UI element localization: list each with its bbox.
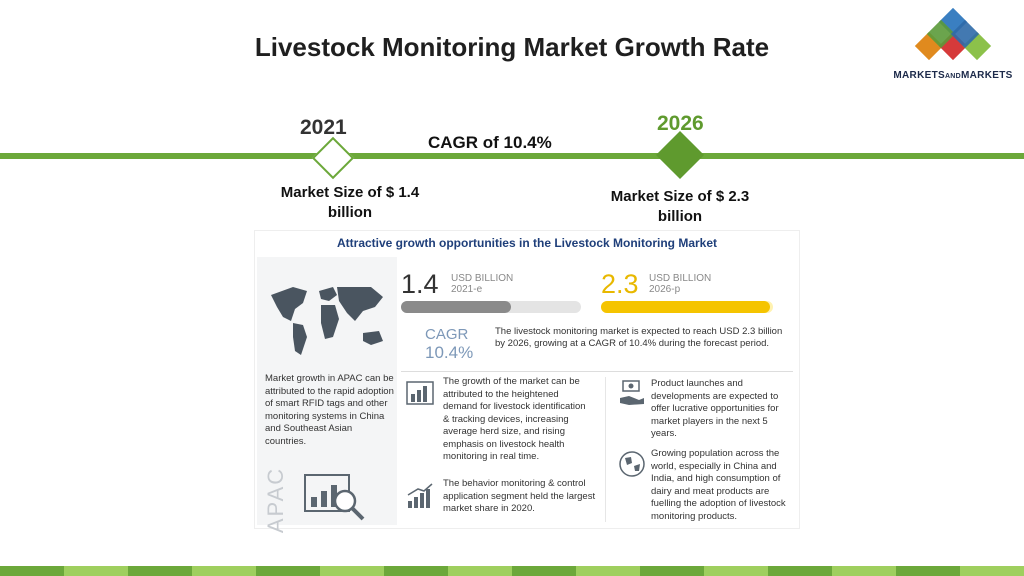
start-year: 2021	[300, 116, 347, 139]
company-logo	[914, 8, 992, 61]
unit-2021: USD BILLION 2021-e	[451, 273, 514, 295]
start-marker-diamond	[311, 136, 355, 180]
globe-icon	[619, 451, 645, 477]
apac-label: APAC	[263, 466, 289, 534]
growth-analysis-icon	[406, 381, 434, 405]
page-title: Livestock Monitoring Market Growth Rate	[254, 32, 770, 62]
end-year: 2026	[657, 112, 704, 135]
bar-2021-fill	[401, 301, 511, 313]
timeline-bar	[0, 153, 1024, 159]
bar-growth-icon	[407, 483, 433, 508]
cagr-box-label: CAGR	[425, 326, 469, 343]
end-market-size: Market Size of $ 2.3 billion	[610, 188, 750, 225]
divider	[401, 371, 793, 372]
product-text: Product launches and developments are ex…	[651, 378, 779, 439]
apac-text: Market growth in APAC can be attributed …	[265, 373, 394, 447]
unit-2026: USD BILLION 2026-p	[649, 273, 712, 295]
value-2021: 1.4	[401, 269, 439, 299]
cagr-label: CAGR of 10.4%	[428, 133, 552, 152]
bar-2026-track	[601, 301, 773, 313]
cagr-box-value: 10.4%	[425, 343, 474, 362]
bar-2021-track	[401, 301, 581, 313]
logo-text: MARKETSANDMARKETS	[893, 70, 1013, 81]
infographic-title: Attractive growth opportunities in the L…	[336, 236, 718, 250]
world-map-icon	[271, 287, 383, 355]
start-market-size: Market Size of $ 1.4 billion	[280, 184, 420, 221]
footer-stripe	[0, 566, 1024, 576]
end-marker-diamond	[655, 130, 705, 180]
divider	[605, 377, 606, 522]
population-text: Growing population across the world, esp…	[651, 448, 786, 522]
growth-text: The growth of the market can be attribut…	[443, 376, 586, 462]
money-hand-icon	[620, 380, 644, 405]
behavior-text: The behavior monitoring & control applic…	[443, 478, 596, 514]
bar-2026-fill	[601, 301, 770, 313]
chart-magnifier-icon	[304, 474, 365, 521]
apac-panel: Market growth in APAC can be attributed …	[257, 257, 397, 533]
infographic: Attractive growth opportunities in the L…	[254, 230, 800, 533]
value-2026: 2.3	[601, 269, 639, 299]
cagr-description: The livestock monitoring market is expec…	[495, 326, 783, 349]
